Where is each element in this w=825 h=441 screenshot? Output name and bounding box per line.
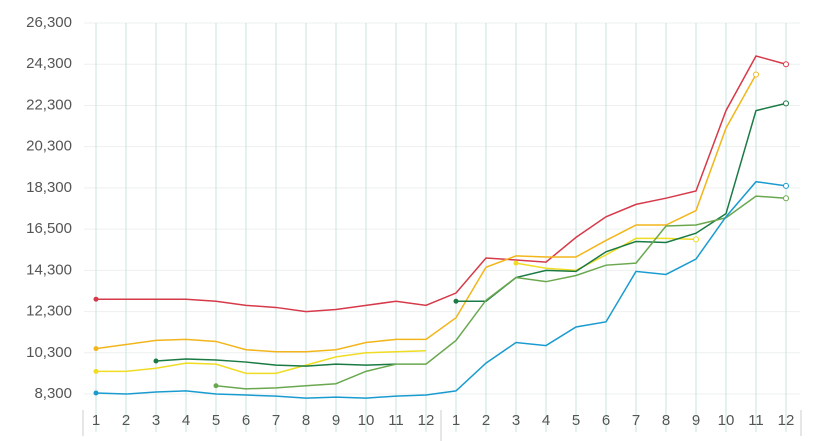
- end-marker: [783, 195, 789, 202]
- end-marker: [783, 61, 789, 68]
- x-tick-label: 9: [692, 412, 700, 429]
- y-tick-label: 12,300: [26, 303, 72, 320]
- y-tick-label: 26,300: [26, 14, 72, 31]
- x-tick-label: 2: [482, 412, 490, 429]
- x-tick-label: 6: [602, 412, 610, 429]
- x-tick-label: 2: [122, 412, 130, 429]
- end-marker: [783, 100, 789, 107]
- x-tick-label: 10: [358, 412, 375, 429]
- end-marker: [783, 182, 789, 189]
- x-tick-label: 11: [748, 412, 764, 429]
- end-marker: [753, 71, 759, 78]
- series-line: [155, 102, 787, 367]
- y-tick-label: 14,300: [26, 261, 72, 278]
- y-tick-label: 8,300: [34, 385, 72, 402]
- x-tick-label: 3: [152, 412, 160, 429]
- series-line: [215, 195, 787, 390]
- x-tick-label: 1: [452, 412, 460, 429]
- x-tick-label: 7: [632, 412, 640, 429]
- x-tick-label: 10: [718, 412, 735, 429]
- y-tick-label: 18,300: [26, 179, 72, 196]
- x-tick-label: 9: [332, 412, 340, 429]
- y-tick-label: 16,500: [26, 220, 72, 237]
- x-tick-label: 1: [92, 412, 100, 429]
- x-tick-label: 8: [662, 412, 670, 429]
- start-marker: [93, 390, 99, 396]
- x-tick-label: 7: [272, 412, 280, 429]
- start-marker: [93, 296, 99, 302]
- x-tick-label: 11: [388, 412, 404, 429]
- x-tick-label: 5: [212, 412, 220, 429]
- start-marker: [513, 260, 519, 266]
- x-tick-label: 3: [512, 412, 520, 429]
- x-tick-label: 4: [542, 412, 550, 429]
- y-tick-label: 20,300: [26, 138, 72, 155]
- y-tick-label: 10,300: [26, 344, 72, 361]
- x-tick-label: 8: [302, 412, 310, 429]
- series-line: [96, 55, 787, 313]
- start-marker: [453, 298, 459, 304]
- end-marker: [693, 236, 699, 243]
- x-tick-label: 12: [778, 412, 795, 429]
- start-marker: [213, 383, 219, 389]
- start-marker: [93, 346, 99, 352]
- x-tick-label: 5: [572, 412, 580, 429]
- y-tick-label: 22,300: [26, 96, 72, 113]
- start-marker: [93, 368, 99, 374]
- x-tick-label: 6: [242, 412, 250, 429]
- y-tick-label: 24,300: [26, 55, 72, 72]
- start-marker: [153, 358, 159, 364]
- series-line: [95, 74, 757, 353]
- x-tick-label: 4: [182, 412, 190, 429]
- series-line: [96, 237, 697, 375]
- series-line: [95, 180, 787, 399]
- x-tick-label: 12: [418, 412, 435, 429]
